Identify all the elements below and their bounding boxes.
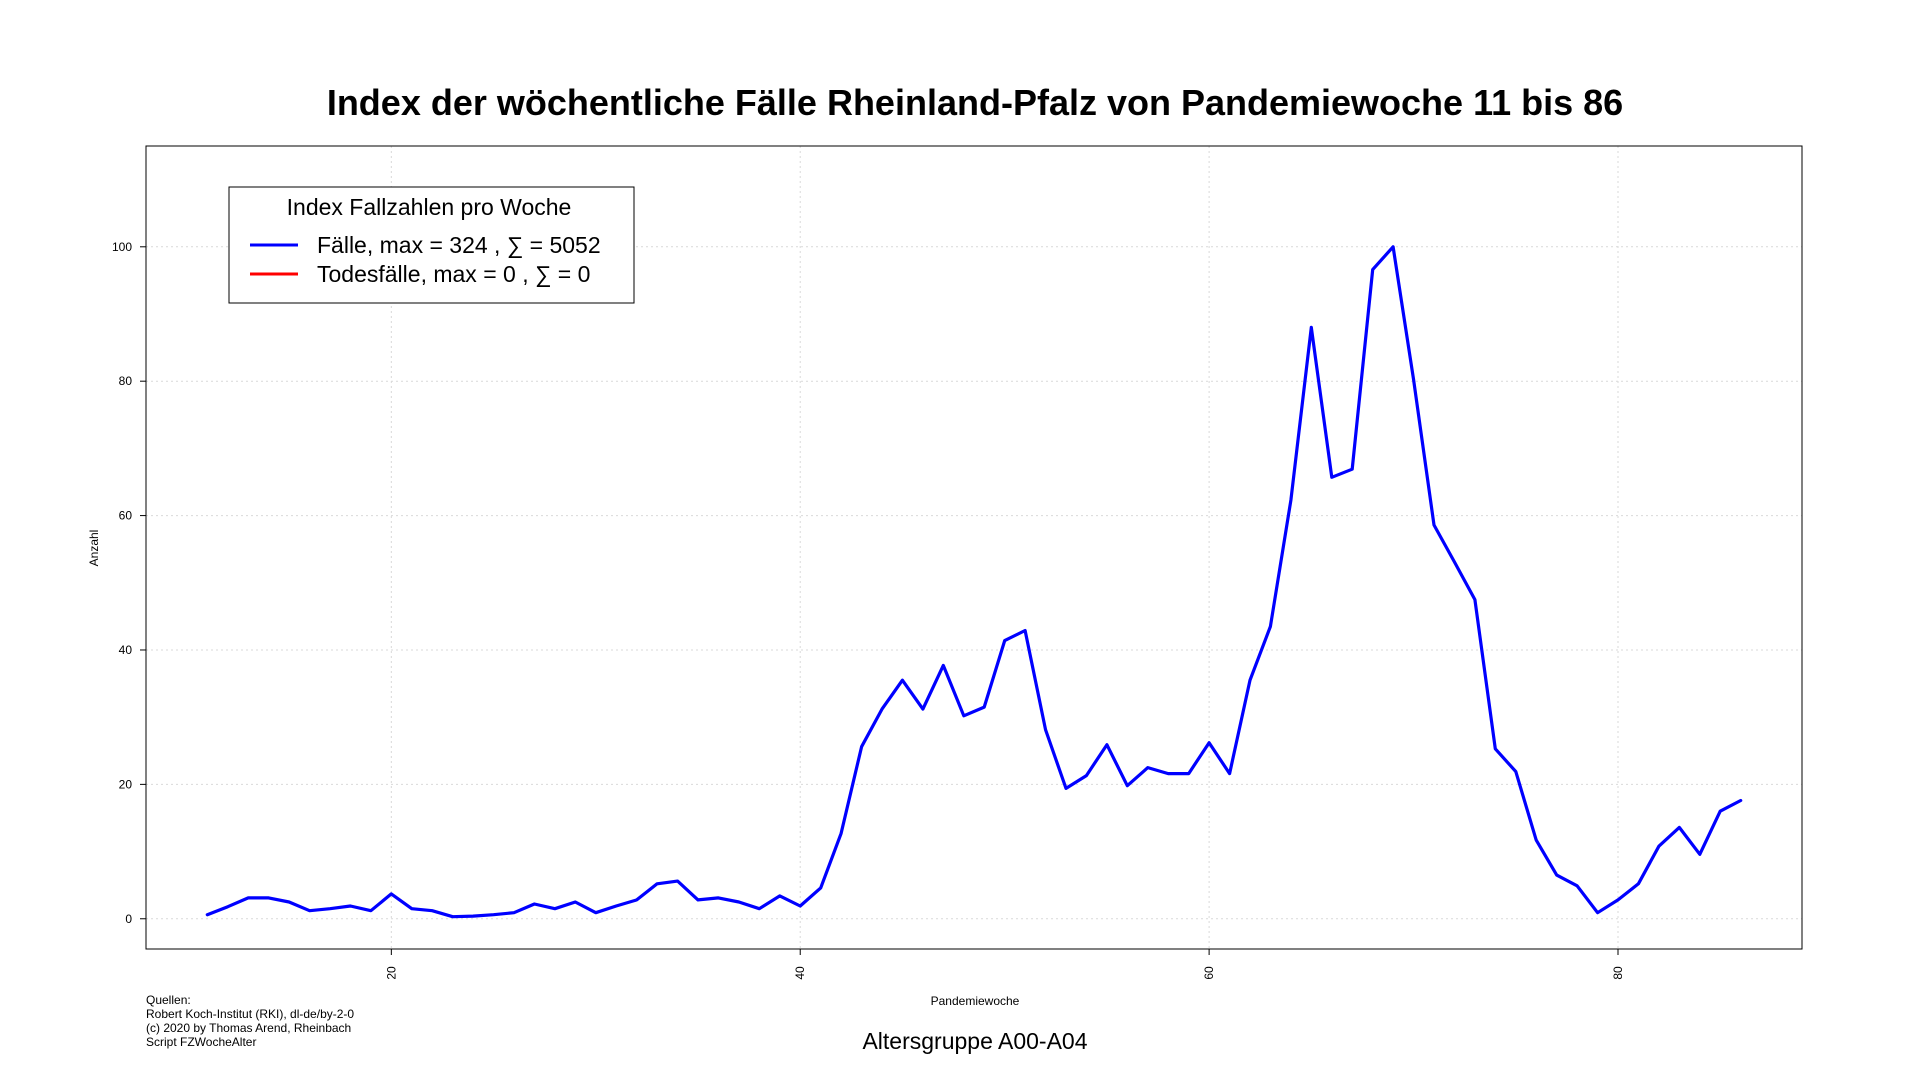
y-tick-label: 100 <box>112 240 132 254</box>
source-caption: Quellen: Robert Koch-Institut (RKI), dl-… <box>146 993 354 1049</box>
caption-line-1: Quellen: <box>146 993 191 1007</box>
chart-title: Index der wöchentliche Fälle Rheinland-P… <box>327 82 1623 123</box>
y-tick-label: 80 <box>119 374 133 388</box>
legend-label-faelle: Fälle, max = 324 , ∑ = 5052 <box>317 232 601 258</box>
y-tick-label: 60 <box>119 509 133 523</box>
x-tick-label: 80 <box>1611 966 1625 980</box>
y-axis: 0 20 40 60 80 100 <box>112 240 146 926</box>
x-tick-label: 60 <box>1202 966 1216 980</box>
x-axis: 20 40 60 80 <box>384 949 1625 980</box>
y-tick-label: 20 <box>119 777 133 791</box>
y-tick-label: 0 <box>125 912 132 926</box>
series-line-faelle <box>207 247 1740 917</box>
x-tick-label: 20 <box>384 966 398 980</box>
legend: Index Fallzahlen pro Woche Fälle, max = … <box>229 187 634 303</box>
caption-line-4: Script FZWocheAlter <box>146 1035 256 1049</box>
chart-subtitle: Altersgruppe A00-A04 <box>862 1028 1087 1054</box>
y-tick-label: 40 <box>119 643 133 657</box>
x-axis-label: Pandemiewoche <box>931 994 1020 1008</box>
x-tick-label: 40 <box>793 966 807 980</box>
caption-line-3: (c) 2020 by Thomas Arend, Rheinbach <box>146 1021 351 1035</box>
y-axis-label: Anzahl <box>87 530 101 567</box>
legend-label-todesfaelle: Todesfälle, max = 0 , ∑ = 0 <box>317 261 590 287</box>
series-layer <box>207 247 1740 917</box>
caption-line-2: Robert Koch-Institut (RKI), dl-de/by-2-0 <box>146 1007 354 1021</box>
legend-title: Index Fallzahlen pro Woche <box>287 194 572 220</box>
